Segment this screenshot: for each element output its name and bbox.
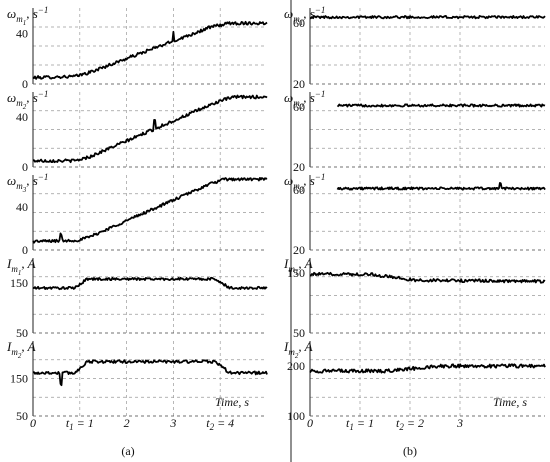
panel-caption: (a) (121, 444, 134, 458)
series-line (32, 20, 268, 80)
y-tick-label: 20 (293, 243, 305, 257)
x-tick-label: t1 = 1 (66, 416, 94, 432)
series-line (32, 94, 268, 164)
series-line (32, 276, 268, 291)
series-line (309, 15, 546, 20)
y-tick-label: 50 (16, 326, 28, 340)
x-tick-label: 3 (456, 416, 463, 430)
panel-caption: (b) (403, 444, 417, 458)
y-axis-label: Im2, A (6, 339, 36, 360)
y-tick-label: 60 (293, 183, 305, 197)
y-tick-label: 150 (10, 372, 28, 386)
x-tick-label: t2 = 2 (396, 416, 424, 432)
x-tick-label: 3 (169, 416, 176, 430)
y-axis-label: ωm3, s−1 (284, 172, 325, 194)
y-tick-label: 150 (10, 276, 28, 290)
subplot-5: 50 150 Im2, A (6, 339, 268, 423)
y-axis-label: ωm1, s−1 (284, 5, 325, 27)
y-tick-label: 0 (22, 243, 28, 257)
x-tick-label: 2 (124, 416, 130, 430)
y-axis-label: Im1, A (283, 256, 313, 277)
y-tick-label: 100 (287, 409, 305, 423)
y-axis-label: ωm3, s−1 (7, 172, 48, 194)
series-line (309, 363, 546, 374)
y-axis-label: ωm1, s−1 (7, 5, 48, 27)
series-line (32, 359, 268, 387)
y-tick-label: 20 (293, 160, 305, 174)
y-tick-label: 50 (293, 326, 305, 340)
x-tick-label: t1 = 1 (346, 416, 374, 432)
series-line (32, 177, 268, 244)
x-axis-note: Time, s (493, 395, 527, 409)
y-tick-label: 200 (287, 359, 305, 373)
y-tick-label: 40 (16, 200, 28, 214)
y-tick-label: 40 (16, 110, 28, 124)
y-axis-label: Im1, A (6, 256, 36, 277)
subplot-3: 0 40 ωm3, s−1 (7, 172, 268, 257)
x-tick-label: t2 = 4 (206, 416, 234, 432)
y-tick-label: 50 (16, 409, 28, 423)
series-line (336, 182, 546, 191)
y-tick-label: 60 (293, 100, 305, 114)
x-tick-label: 0 (30, 416, 36, 430)
x-tick-label: 0 (307, 416, 313, 430)
y-tick-label: 0 (22, 160, 28, 174)
y-tick-label: 0 (22, 77, 28, 91)
series-line (309, 271, 546, 284)
y-axis-label: ωm2, s−1 (284, 89, 325, 111)
series-line (336, 103, 546, 108)
y-axis-label: Im2, A (283, 339, 313, 360)
y-tick-label: 60 (293, 16, 305, 30)
y-tick-label: 20 (293, 77, 305, 91)
y-tick-label: 40 (16, 26, 28, 40)
y-axis-label: ωm2, s−1 (7, 89, 48, 111)
x-axis-note: Time, s (215, 395, 249, 409)
